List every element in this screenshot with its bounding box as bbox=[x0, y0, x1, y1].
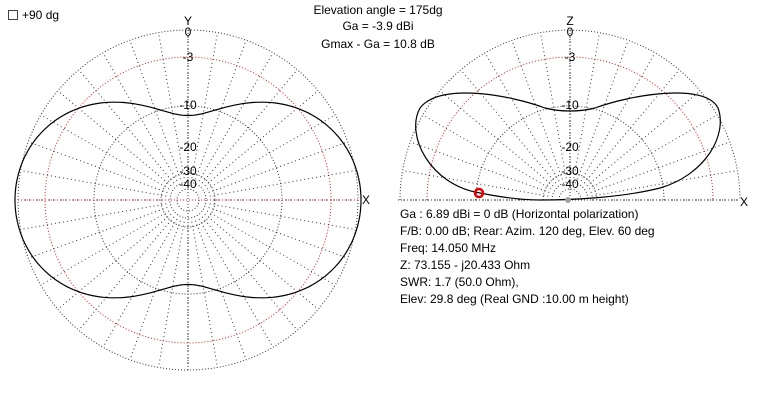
grid-spoke bbox=[20, 169, 167, 197]
checkbox-label: +90 dg bbox=[22, 8, 60, 22]
grid-spoke bbox=[209, 203, 356, 231]
azimuth-plot: Y X 0 -3 -10 -20 -30-40 bbox=[14, 14, 370, 371]
grid-spoke bbox=[208, 207, 348, 259]
grid-spoke bbox=[195, 40, 247, 180]
ring-label-40db: -40 bbox=[179, 177, 197, 191]
ring-label-3db: -3 bbox=[183, 50, 194, 64]
info-impedance: Z: 73.155 - j20.433 Ohm bbox=[400, 258, 531, 272]
ring-label-20db: -20 bbox=[179, 140, 197, 154]
grid-spoke bbox=[586, 90, 701, 187]
ga-text: Ga = -3.9 dBi bbox=[342, 19, 414, 33]
axis-label-y: Y bbox=[184, 14, 192, 28]
info-swr: SWR: 1.7 (50.0 Ohm), bbox=[400, 275, 519, 289]
radiation-pattern bbox=[415, 92, 721, 201]
grid-arc bbox=[558, 188, 582, 201]
grid-spoke bbox=[460, 69, 557, 184]
grid-arc bbox=[399, 29, 741, 201]
max-gain-marker bbox=[473, 187, 485, 199]
grid-spoke bbox=[439, 90, 554, 187]
grid-spoke bbox=[573, 32, 601, 179]
grid-spoke bbox=[102, 52, 178, 182]
plus90-checkbox[interactable]: +90 dg bbox=[8, 8, 59, 22]
grid-spoke bbox=[588, 114, 718, 190]
info-elevation: Elev: 29.8 deg (Real GND :10.00 m height… bbox=[400, 292, 629, 306]
grid-spoke bbox=[102, 218, 178, 348]
grid-spoke bbox=[129, 220, 181, 360]
axis-label-z: Z bbox=[566, 14, 573, 28]
info-fb: F/B: 0.00 dB; Rear: Azim. 120 deg, Elev.… bbox=[400, 224, 655, 238]
grid-spoke bbox=[78, 216, 175, 331]
grid-spoke bbox=[157, 221, 185, 368]
ring-label-0db: 0 bbox=[185, 25, 192, 39]
grid-spoke bbox=[577, 40, 629, 180]
grid-spoke bbox=[129, 40, 181, 180]
grid-spoke bbox=[191, 32, 219, 179]
checkbox-box[interactable] bbox=[8, 10, 18, 20]
grid-spoke bbox=[157, 32, 185, 179]
grid-spoke bbox=[191, 221, 219, 368]
grid-spoke bbox=[206, 114, 336, 190]
grid-spoke bbox=[201, 69, 298, 184]
grid-spoke bbox=[28, 207, 168, 259]
elevation-plot: Z X 0 -3 -10 -20 -30-40 bbox=[398, 14, 748, 209]
grid-spoke bbox=[20, 203, 167, 231]
grid-spoke bbox=[40, 114, 170, 190]
grid-spoke bbox=[422, 114, 552, 190]
grid-arc bbox=[475, 105, 665, 201]
ring-label-10db: -10 bbox=[561, 98, 579, 112]
grid-spoke bbox=[198, 52, 274, 182]
grid-spoke bbox=[484, 52, 560, 182]
ring-label-0db: 0 bbox=[567, 25, 574, 39]
grid-spoke bbox=[198, 218, 274, 348]
grid-spoke bbox=[204, 90, 319, 187]
grid-spoke bbox=[209, 169, 356, 197]
grid-spoke bbox=[208, 141, 348, 193]
info-freq: Freq: 14.050 MHz bbox=[400, 241, 497, 255]
ring-label-30db: -30 bbox=[179, 164, 197, 178]
rear-marker bbox=[565, 197, 571, 203]
grid-spoke bbox=[201, 216, 298, 331]
grid-ring bbox=[93, 105, 283, 295]
radiation-pattern bbox=[14, 101, 362, 299]
grid-spoke bbox=[78, 69, 175, 184]
ring-label-30db: -30 bbox=[561, 164, 579, 178]
grid-spoke bbox=[28, 141, 168, 193]
info-ga: Ga : 6.89 dBi = 0 dB (Horizontal polariz… bbox=[400, 207, 639, 221]
grid-spoke bbox=[206, 210, 336, 286]
grid-spoke bbox=[539, 32, 567, 179]
grid-spoke bbox=[583, 69, 680, 184]
grid-ring bbox=[169, 181, 207, 219]
grid-spoke bbox=[204, 213, 319, 310]
grid-spoke bbox=[580, 52, 656, 182]
axis-label-x: X bbox=[362, 193, 370, 207]
grid-spoke bbox=[40, 210, 170, 286]
ring-label-20db: -20 bbox=[561, 140, 579, 154]
grid-spoke bbox=[590, 141, 730, 193]
axis-label-x: X bbox=[740, 195, 748, 209]
ring-label-10db: -10 bbox=[179, 98, 197, 112]
elevation-angle-text: Elevation angle = 175dg bbox=[313, 3, 443, 17]
grid-spoke bbox=[511, 40, 563, 180]
grid-spoke bbox=[591, 169, 738, 197]
ring-label-3db: -3 bbox=[565, 50, 576, 64]
grid-spoke bbox=[195, 220, 247, 360]
grid-spoke bbox=[410, 141, 550, 193]
gmax-text: Gmax - Ga = 10.8 dB bbox=[321, 37, 435, 51]
grid-spoke bbox=[57, 90, 172, 187]
grid-spoke bbox=[402, 169, 549, 197]
ring-label-40db: -40 bbox=[561, 177, 579, 191]
grid-spoke bbox=[57, 213, 172, 310]
